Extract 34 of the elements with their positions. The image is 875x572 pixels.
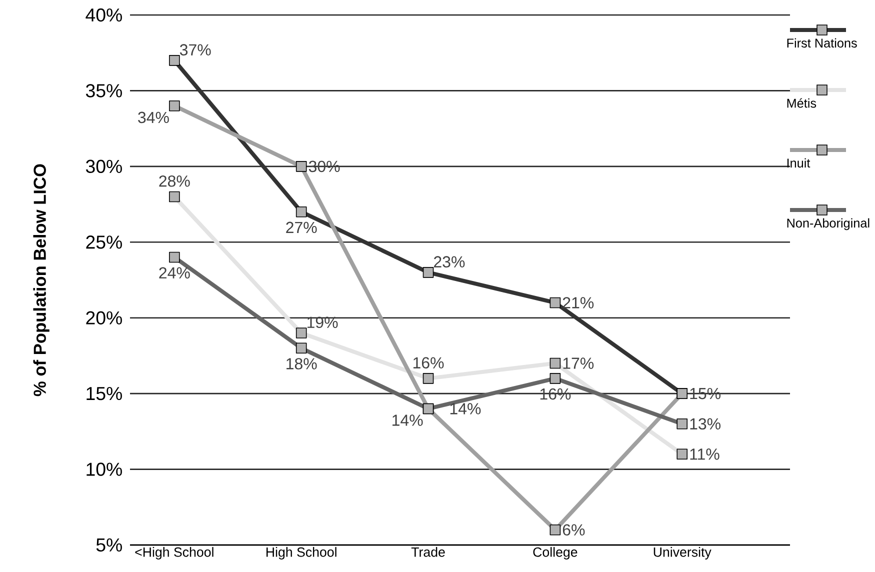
data-label: 13% — [690, 418, 720, 430]
x-tick-label: Trade — [411, 547, 445, 557]
data-label: 37% — [180, 44, 211, 56]
data-label: 23% — [434, 256, 465, 268]
data-label: 19% — [307, 316, 338, 328]
y-tick-label: 5% — [96, 538, 122, 552]
y-axis-title: % of Population Below LICO — [33, 164, 50, 396]
legend-label: Non-Aboriginal — [787, 218, 870, 230]
data-label: 27% — [286, 222, 317, 234]
y-tick-label: 20% — [86, 311, 122, 324]
data-label: 21% — [562, 297, 594, 308]
legend-label: First Nations — [787, 38, 857, 48]
data-label: 16% — [413, 357, 444, 368]
data-label: 11% — [690, 448, 720, 460]
x-tick-label: College — [533, 547, 578, 560]
data-label: 6% — [562, 524, 585, 536]
data-label: 17% — [563, 358, 594, 369]
y-tick-label: 10% — [86, 462, 122, 476]
y-tick-label: 30% — [86, 160, 122, 174]
y-tick-label: 35% — [86, 84, 122, 98]
data-label: 24% — [159, 267, 190, 278]
x-tick-label: High School — [266, 547, 336, 560]
y-tick-label: 40% — [86, 8, 122, 22]
data-label: 14% — [450, 403, 481, 414]
legend-label: Métis — [787, 98, 816, 108]
data-label: 18% — [286, 358, 317, 370]
y-tick-label: 15% — [86, 386, 122, 400]
data-label: 14% — [392, 414, 423, 426]
data-label: 34% — [138, 112, 169, 124]
x-tick-label: <High School — [135, 547, 214, 560]
y-tick-label: 25% — [86, 236, 122, 249]
legend-label: Inuit — [787, 158, 810, 168]
data-label: 28% — [159, 175, 190, 187]
x-tick-label: University — [654, 547, 712, 560]
